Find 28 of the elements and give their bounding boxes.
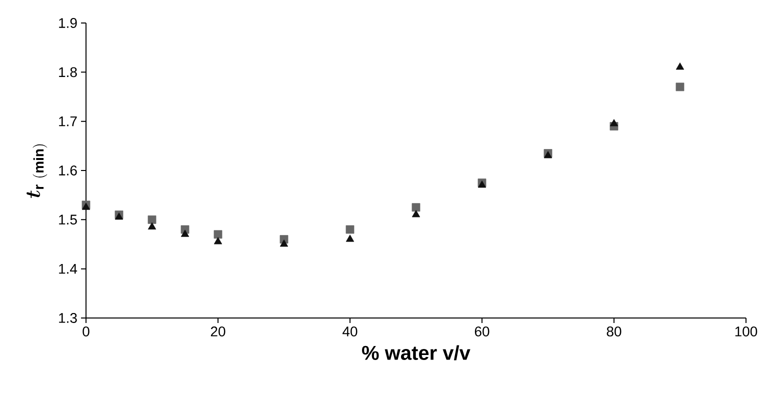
x-tick-label: 60	[474, 326, 490, 336]
point	[148, 215, 156, 224]
x-tick-label: 40	[342, 326, 358, 336]
x-tick-label: 80	[606, 326, 622, 336]
point	[412, 210, 420, 218]
point	[412, 203, 420, 212]
y-axis-title: $\bm{t}_{\mathbf{r\ (min)}}$	[26, 144, 48, 198]
y-tick-label: 1.9	[59, 18, 77, 28]
point	[180, 230, 190, 237]
y-tick-label: 1.4	[59, 264, 78, 274]
y-tick-label: 1.6	[59, 166, 77, 176]
point	[148, 222, 156, 230]
point	[346, 234, 354, 242]
x-tick-label: 0	[82, 326, 90, 336]
x-tick-label: 100	[735, 326, 758, 336]
point	[676, 82, 684, 92]
y-tick-label: 1.5	[59, 214, 77, 225]
point	[346, 225, 354, 234]
point	[214, 237, 222, 244]
y-tick-label: 1.8	[59, 67, 77, 78]
x-axis-title: % water v/v	[362, 345, 470, 360]
y-tick-label: 1.3	[59, 313, 77, 323]
point	[676, 62, 684, 70]
point	[280, 240, 288, 247]
point	[214, 230, 222, 239]
y-tick-label: 1.7	[59, 116, 77, 126]
x-tick-label: 20	[210, 326, 226, 336]
point	[610, 119, 618, 126]
